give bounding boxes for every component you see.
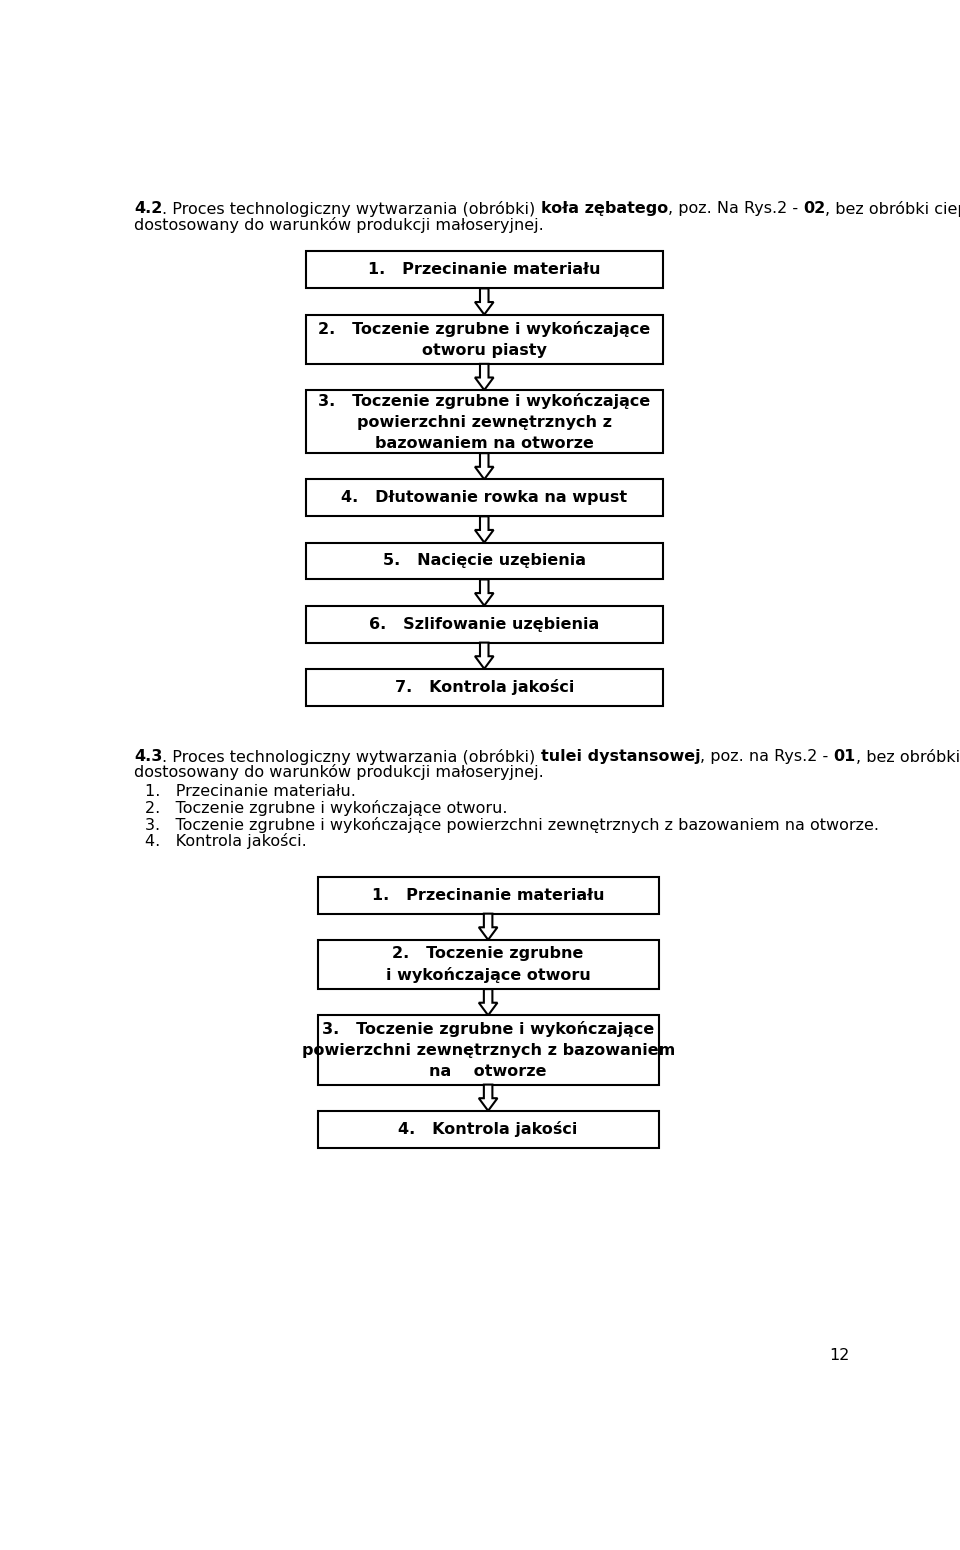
- Polygon shape: [475, 453, 493, 479]
- Text: . Proces technologiczny wytwarzania (obróbki): . Proces technologiczny wytwarzania (obr…: [162, 202, 540, 217]
- Text: 4.   Dłutowanie rowka na wpust: 4. Dłutowanie rowka na wpust: [341, 490, 627, 505]
- Text: 4.   Kontrola jakości: 4. Kontrola jakości: [398, 1121, 578, 1138]
- FancyBboxPatch shape: [306, 606, 662, 643]
- FancyBboxPatch shape: [318, 1111, 659, 1147]
- Text: , poz. Na Rys.2 -: , poz. Na Rys.2 -: [668, 202, 804, 217]
- Text: 02: 02: [804, 202, 826, 217]
- FancyBboxPatch shape: [306, 391, 662, 453]
- Polygon shape: [475, 364, 493, 391]
- FancyBboxPatch shape: [318, 1015, 659, 1085]
- Polygon shape: [479, 989, 497, 1015]
- Text: 3.   Toczenie zgrubne i wykończające
powierzchni zewnętrznych z
bazowaniem na ot: 3. Toczenie zgrubne i wykończające powie…: [318, 392, 650, 451]
- Text: 3.   Toczenie zgrubne i wykończające
powierzchni zewnętrznych z bazowaniem
na   : 3. Toczenie zgrubne i wykończające powie…: [301, 1021, 675, 1079]
- Text: 12: 12: [829, 1347, 850, 1362]
- Text: , poz. na Rys.2 -: , poz. na Rys.2 -: [701, 749, 833, 764]
- Text: 4.   Kontrola jakości.: 4. Kontrola jakości.: [145, 832, 306, 849]
- FancyBboxPatch shape: [306, 542, 662, 580]
- Text: koła zębatego: koła zębatego: [540, 202, 668, 217]
- Text: 2.   Toczenie zgrubne i wykończające
otworu piasty: 2. Toczenie zgrubne i wykończające otwor…: [318, 321, 650, 358]
- Text: 3.   Toczenie zgrubne i wykończające powierzchni zewnętrznych z bazowaniem na ot: 3. Toczenie zgrubne i wykończające powie…: [145, 817, 878, 832]
- Text: 6.   Szlifowanie uzębienia: 6. Szlifowanie uzębienia: [370, 617, 599, 632]
- Text: 2.   Toczenie zgrubne i wykończające otworu.: 2. Toczenie zgrubne i wykończające otwor…: [145, 800, 507, 817]
- Text: tulei dystansowej: tulei dystansowej: [540, 749, 701, 764]
- FancyBboxPatch shape: [318, 877, 659, 913]
- FancyBboxPatch shape: [306, 315, 662, 364]
- Text: , bez obróbki cieplnej,: , bez obróbki cieplnej,: [856, 749, 960, 764]
- Polygon shape: [475, 643, 493, 668]
- Text: 01: 01: [833, 749, 856, 764]
- Text: , bez obróbki cieplnej,: , bez obróbki cieplnej,: [826, 202, 960, 217]
- Text: 1.   Przecinanie materiału.: 1. Przecinanie materiału.: [145, 784, 355, 800]
- Polygon shape: [475, 288, 493, 315]
- Text: . Proces technologiczny wytwarzania (obróbki): . Proces technologiczny wytwarzania (obr…: [162, 749, 540, 764]
- Text: 1.   Przecinanie materiału: 1. Przecinanie materiału: [372, 888, 605, 902]
- Polygon shape: [475, 580, 493, 606]
- FancyBboxPatch shape: [306, 251, 662, 288]
- Text: 7.   Kontrola jakości: 7. Kontrola jakości: [395, 679, 574, 696]
- Polygon shape: [475, 516, 493, 542]
- Text: 2.   Toczenie zgrubne
i wykończające otworu: 2. Toczenie zgrubne i wykończające otwor…: [386, 946, 590, 983]
- Text: 4.2: 4.2: [134, 202, 162, 217]
- Text: 4.3: 4.3: [134, 749, 162, 764]
- Text: dostosowany do warunków produkcji małoseryjnej.: dostosowany do warunków produkcji małose…: [134, 217, 543, 232]
- Polygon shape: [479, 913, 497, 939]
- Text: 5.   Nacięcie uzębienia: 5. Nacięcie uzębienia: [383, 553, 586, 569]
- Text: 1.   Przecinanie materiału: 1. Przecinanie materiału: [368, 262, 601, 277]
- FancyBboxPatch shape: [306, 668, 662, 705]
- Polygon shape: [479, 1085, 497, 1111]
- FancyBboxPatch shape: [306, 479, 662, 516]
- Text: dostosowany do warunków produkcji małoseryjnej.: dostosowany do warunków produkcji małose…: [134, 764, 543, 780]
- FancyBboxPatch shape: [318, 939, 659, 989]
